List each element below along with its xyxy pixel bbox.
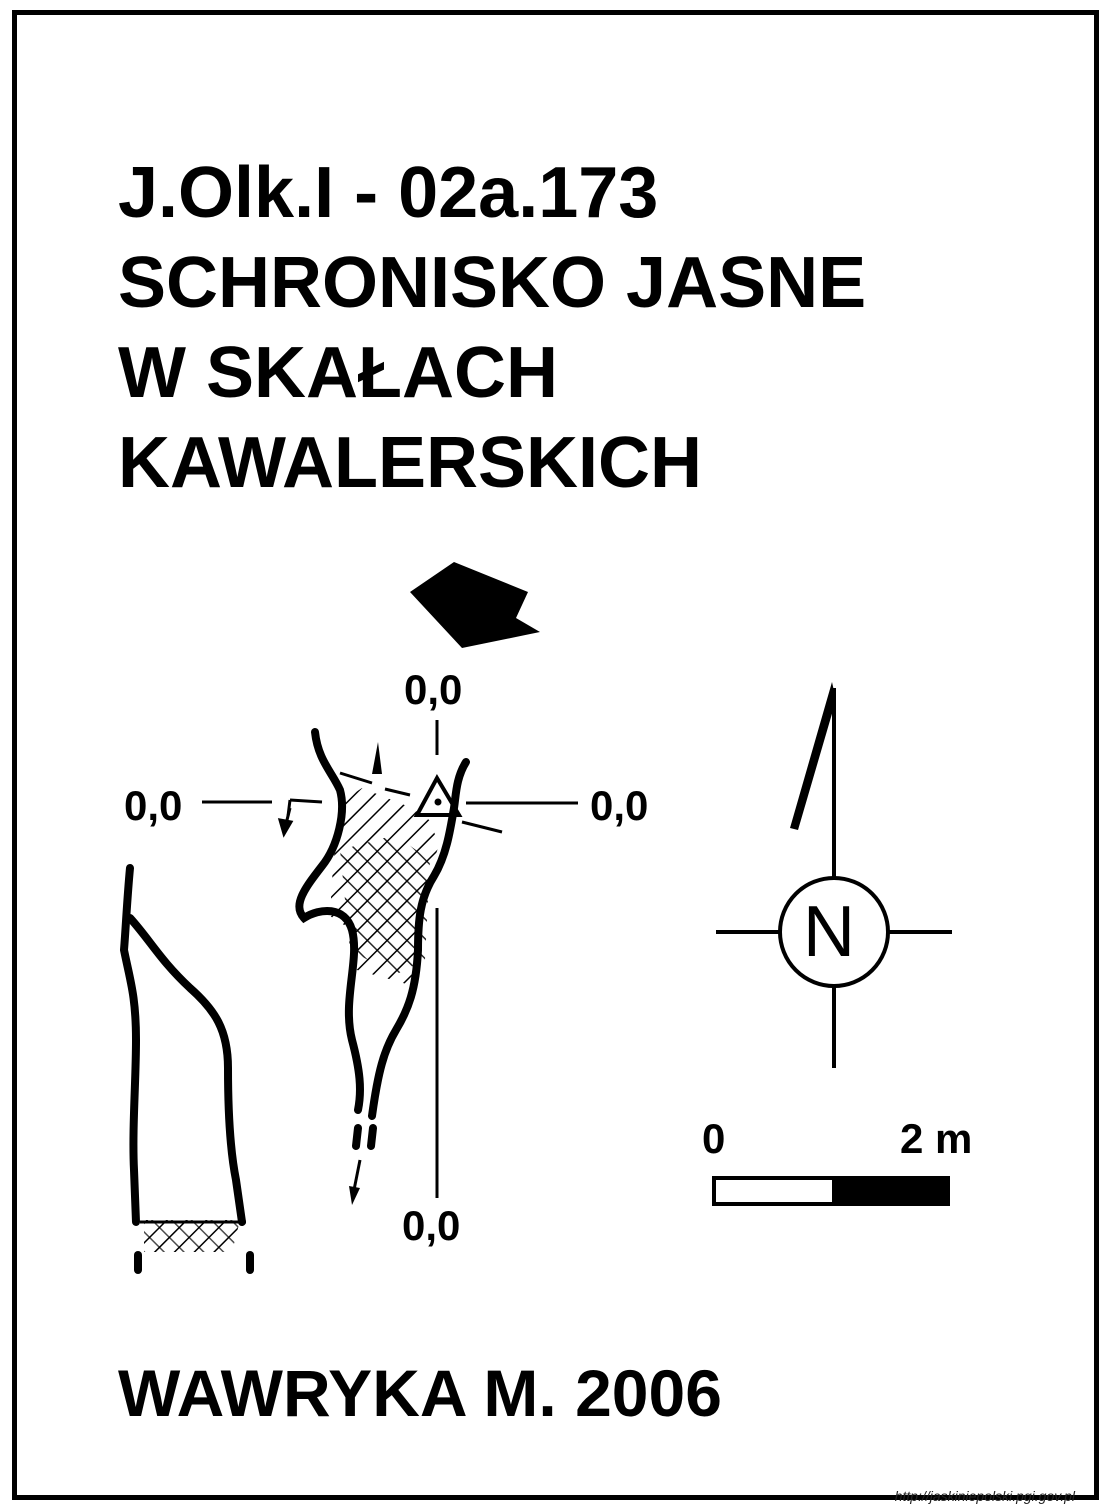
- source-url: http://jaskiniepolski.pgi.gov.pl: [894, 1488, 1075, 1504]
- datum-label-left: 0,0: [124, 782, 183, 829]
- entrance-arrow-icon: [410, 562, 540, 648]
- ceiling-marker-icon: [372, 742, 382, 774]
- scale-start-label: 0: [702, 1115, 726, 1162]
- cave-name-line-3: KAWALERSKICH: [118, 423, 703, 503]
- map-frame: [12, 10, 1099, 1500]
- cave-name-line-2: W SKAŁACH: [118, 333, 558, 413]
- cave-passage-main: [295, 728, 470, 1205]
- author-credit: WAWRYKA M. 2006: [118, 1356, 722, 1430]
- compass-north-letter: N: [803, 892, 855, 972]
- map-title: J.Olk.I - 02a.173 SCHRONISKO JASNE W SKA…: [118, 148, 866, 508]
- survey-station-triangle-icon: [413, 773, 463, 817]
- cave-name-line-1: SCHRONISKO JASNE: [118, 243, 867, 323]
- scale-bar: [712, 1176, 950, 1206]
- survey-cross: [202, 720, 578, 1198]
- north-arrow-icon: [790, 682, 836, 878]
- datum-label-bottom: 0,0: [402, 1202, 461, 1249]
- datum-label-top: 0,0: [404, 666, 463, 713]
- cave-code: J.Olk.I - 02a.173: [118, 153, 659, 233]
- slope-arrow-icon: [277, 807, 294, 838]
- scale-end-label: 2 m: [900, 1115, 973, 1162]
- cave-passage-left: [119, 864, 254, 1274]
- compass-rose-icon: [716, 876, 952, 1068]
- datum-label-right: 0,0: [590, 782, 649, 829]
